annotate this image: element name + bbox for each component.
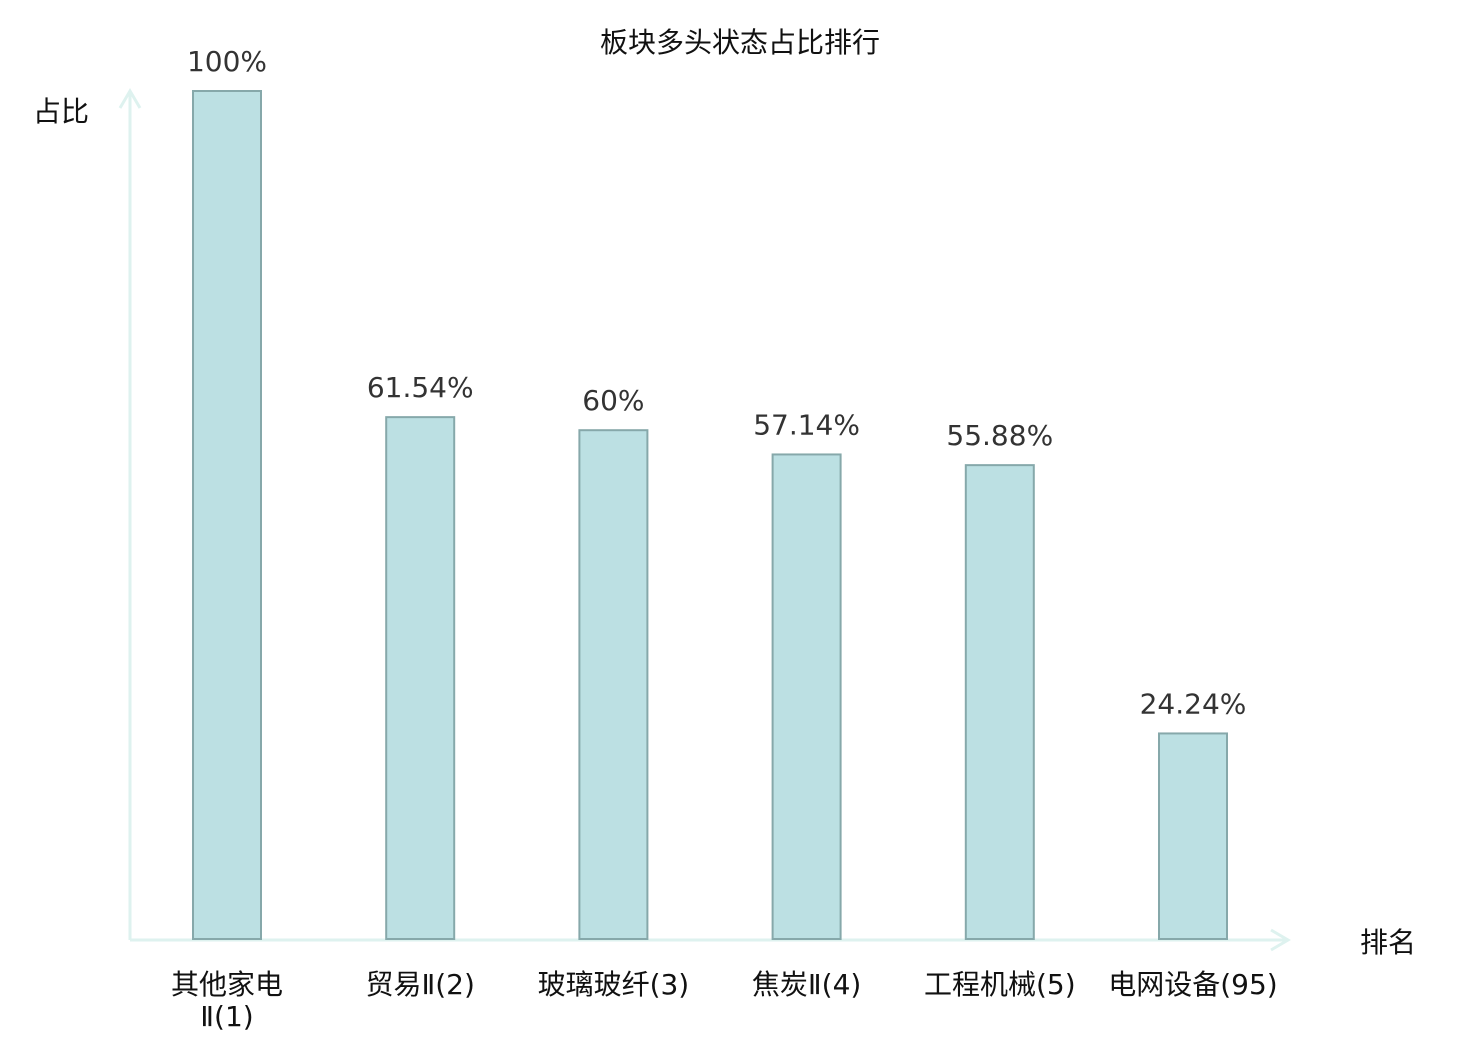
data-label: 55.88% bbox=[946, 419, 1053, 452]
bar bbox=[1158, 732, 1228, 941]
x-tick-label: 玻璃玻纤(3) bbox=[538, 968, 690, 1001]
bar bbox=[964, 464, 1035, 940]
x-tick-label: 其他家电 bbox=[171, 968, 283, 1001]
x-tick-label: 工程机械(5) bbox=[924, 968, 1076, 1001]
y-axis-label: 占比 bbox=[33, 95, 89, 128]
x-tick-label: 焦炭Ⅱ(4) bbox=[752, 968, 861, 1001]
x-tick-label: Ⅱ(1) bbox=[200, 1000, 253, 1033]
y-axis-arrow-icon bbox=[118, 88, 142, 109]
bar bbox=[578, 429, 649, 940]
x-axis-arrow-icon bbox=[1270, 928, 1291, 952]
data-label: 60% bbox=[582, 384, 644, 417]
x-tick-label: 电网设备(95) bbox=[1108, 968, 1277, 1001]
x-axis-label: 排名 bbox=[1360, 926, 1416, 959]
data-label: 100% bbox=[187, 45, 267, 78]
axes bbox=[118, 88, 1291, 952]
data-label: 24.24% bbox=[1140, 687, 1247, 720]
bar bbox=[771, 453, 842, 940]
bar bbox=[192, 90, 262, 940]
data-label: 57.14% bbox=[753, 408, 860, 441]
x-tick-label: 贸易Ⅱ(2) bbox=[365, 968, 474, 1001]
bar bbox=[385, 416, 456, 940]
chart-title: 板块多头状态占比排行 bbox=[600, 26, 880, 59]
data-label: 61.54% bbox=[367, 371, 474, 404]
